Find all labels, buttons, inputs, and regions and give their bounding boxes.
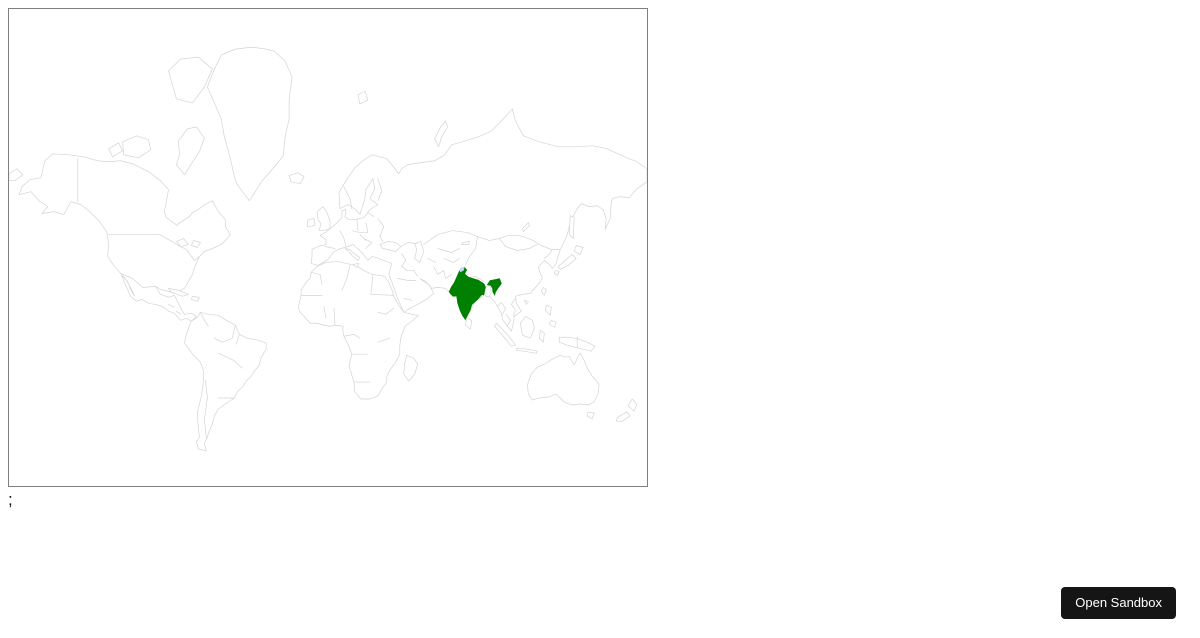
borders-africa (300, 265, 395, 383)
country-italy (344, 248, 361, 261)
world-map-svg (9, 46, 647, 452)
country-australia (527, 352, 600, 406)
border-us-mexico (120, 273, 156, 288)
nz-south-island (615, 411, 631, 423)
preview-content: ; (8, 8, 1192, 509)
continent-north-america (18, 153, 231, 322)
lake-balkhash (461, 241, 470, 245)
island-hokkaido (573, 245, 584, 255)
borders-russia-mongolia-china (465, 235, 561, 265)
country-india[interactable] (448, 266, 486, 321)
island-cuba (168, 288, 189, 297)
country-united-kingdom (316, 206, 331, 231)
borders-middle-east (397, 253, 452, 301)
island-ellesmere (168, 56, 213, 104)
island-svalbard (357, 90, 369, 105)
island-kyushu (553, 270, 560, 276)
continent-eurasia (310, 108, 647, 332)
island-luzon (544, 304, 552, 316)
continent-africa (297, 261, 420, 400)
world-map-container (8, 8, 648, 487)
black-sea (379, 241, 402, 252)
island-sakhalin (568, 215, 575, 239)
open-sandbox-button[interactable]: Open Sandbox (1061, 587, 1176, 619)
island-hispaniola (191, 295, 200, 302)
island-java (516, 347, 538, 354)
island-taiwan (540, 287, 547, 296)
island-sicily (352, 263, 360, 268)
map-country-borders (77, 158, 578, 439)
island-hainan (524, 299, 529, 305)
border-central-america (168, 303, 181, 315)
island-sumatra (494, 322, 516, 347)
great-lakes (176, 238, 201, 248)
country-greenland (207, 46, 293, 201)
continent-south-america (184, 311, 267, 452)
island-baffin (176, 126, 205, 176)
page: { "page": { "background": "#ffffff" }, "… (0, 8, 1200, 638)
island-banks (108, 142, 123, 158)
island-honshu (557, 254, 577, 270)
island-sulawesi (538, 329, 545, 343)
country-india-northeast[interactable] (486, 278, 502, 296)
island-iceland (288, 172, 305, 185)
lake-baikal (522, 222, 530, 232)
island-tasmania (586, 411, 595, 420)
highlighted-region-group (448, 266, 502, 321)
island-mindanao (548, 319, 557, 328)
borders-caucasus-central-asia (400, 230, 478, 263)
borders-southeast-asia (497, 249, 553, 327)
chukotka-left-sliver (9, 168, 24, 182)
nz-north-island (627, 398, 638, 412)
caspian-sea (414, 241, 425, 263)
island-borneo (520, 315, 535, 339)
stray-code-text: ; (8, 490, 13, 509)
island-madagascar (403, 354, 419, 382)
island-novaya-zemlya (434, 120, 448, 148)
borders-europe (324, 178, 385, 249)
region-kashmir-disputed (459, 266, 465, 273)
borders-south-america (200, 311, 243, 439)
map-landmasses (9, 46, 647, 452)
border-us-canada (108, 234, 200, 261)
island-sri-lanka (465, 316, 472, 330)
island-victoria (122, 135, 151, 159)
country-ireland (306, 218, 316, 227)
